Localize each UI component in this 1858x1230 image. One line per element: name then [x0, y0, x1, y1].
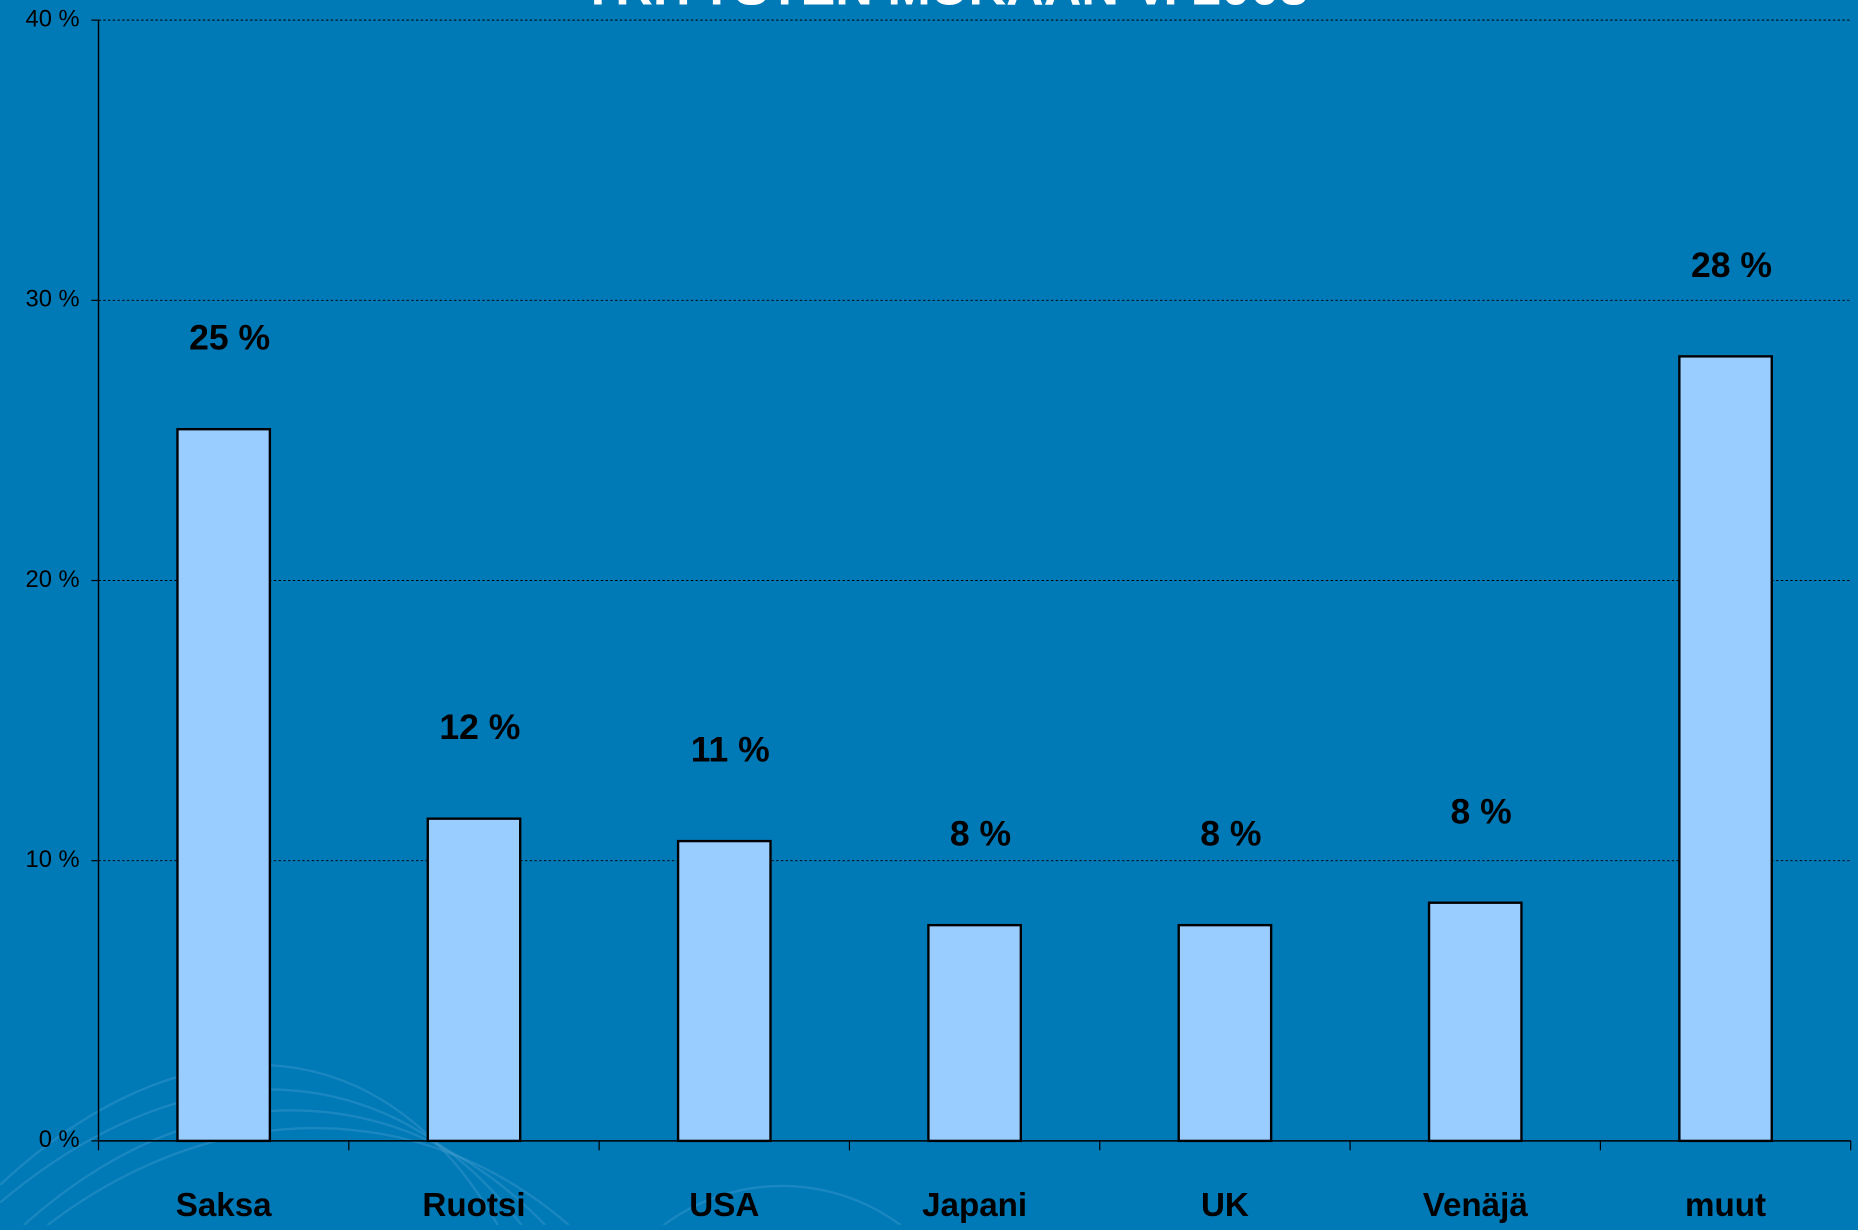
- value-label: 8 %: [950, 814, 1011, 854]
- bar: [177, 429, 269, 1141]
- value-label: 28 %: [1691, 245, 1772, 285]
- y-tick-label: 30 %: [26, 287, 80, 313]
- bar: [428, 819, 520, 1141]
- y-tick-label: 20 %: [26, 567, 80, 593]
- chart-title: YRITYSTEN MUKAAN V. 2008: [580, 0, 1308, 16]
- x-tick-label: UK: [1201, 1187, 1249, 1224]
- bar: [1679, 356, 1771, 1141]
- chart: YRITYSTEN MUKAAN V. 2008 0 % 10 % 20 % 30 %…: [0, 0, 1858, 1225]
- bar: [928, 925, 1020, 1141]
- value-label: 11 %: [691, 730, 770, 770]
- x-tick-label: Venäjä: [1423, 1187, 1529, 1224]
- x-tick-label: USA: [689, 1187, 759, 1224]
- y-tick-label: 40 %: [26, 6, 80, 32]
- y-tick-label: 10 %: [26, 847, 80, 873]
- y-tick-label: 0 %: [39, 1127, 80, 1153]
- bar: [1429, 903, 1521, 1141]
- page: {"chart_data": {"type": "bar", "title": …: [0, 0, 1858, 1225]
- value-label: 12 %: [439, 707, 520, 747]
- bar: [678, 841, 770, 1141]
- x-tick-label: Japani: [922, 1187, 1027, 1224]
- x-tick-label: Ruotsi: [422, 1187, 525, 1224]
- value-label: 25 %: [189, 318, 270, 358]
- value-label: 8 %: [1200, 814, 1261, 854]
- x-tick-label: Saksa: [176, 1187, 272, 1224]
- value-label: 8 %: [1451, 791, 1512, 831]
- x-tick-label: muut: [1685, 1187, 1766, 1224]
- bar: [1179, 925, 1271, 1141]
